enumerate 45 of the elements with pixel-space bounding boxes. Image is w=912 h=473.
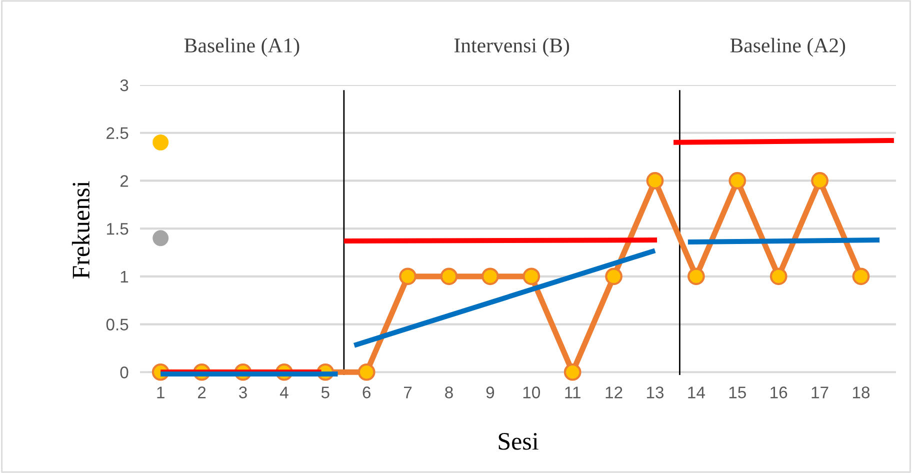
point [522, 268, 540, 286]
x-tick-label: 3 [239, 386, 247, 398]
x-tick-label: 6 [362, 386, 370, 398]
x-tick-label: 5 [321, 386, 330, 398]
point [852, 268, 870, 286]
x-axis-title: Sesi [498, 432, 538, 450]
point [358, 363, 376, 381]
x-tick-label: 9 [486, 386, 494, 398]
point [728, 172, 746, 190]
text: Baseline (A2) [730, 38, 846, 57]
point [440, 268, 458, 286]
x-tick-label: 14 [688, 386, 705, 398]
point [811, 172, 828, 190]
y-tick-label: 3 [120, 79, 128, 92]
x-tick-label: 4 [280, 386, 288, 398]
y-tick-label: 2.5 [106, 127, 128, 140]
x-tick-label: 10 [523, 386, 540, 398]
x-tick-label: 15 [729, 386, 746, 398]
point [399, 268, 416, 286]
x-tick-label: 1 [157, 386, 164, 398]
x-tick-label: 12 [606, 386, 622, 398]
y-tick-label: 0.5 [106, 318, 128, 330]
y-tick-label: 0 [120, 366, 128, 378]
x-tick-label: 7 [404, 386, 412, 398]
point [688, 268, 705, 286]
y-axis-title: Frekuensi [72, 181, 90, 279]
x-tick-label: 18 [852, 386, 870, 398]
y-tick-label: 1.5 [106, 223, 128, 235]
x-tick-label: 16 [770, 386, 788, 398]
text: Intervensi (B) [454, 38, 570, 57]
point [605, 268, 622, 286]
point [482, 268, 499, 286]
point [152, 134, 169, 150]
x-tick-label: 2 [198, 386, 206, 398]
point [564, 363, 582, 381]
x-tick-label: 17 [812, 386, 828, 398]
y-tick-label: 1 [120, 270, 128, 282]
x-tick-label: 11 [565, 386, 580, 398]
point [770, 268, 788, 286]
y-tick-label: 2 [120, 175, 128, 187]
point [646, 172, 664, 190]
point [152, 230, 169, 246]
text: Baseline (A1) [184, 38, 300, 57]
x-tick-label: 8 [445, 386, 453, 398]
x-tick-label: 13 [646, 386, 664, 398]
